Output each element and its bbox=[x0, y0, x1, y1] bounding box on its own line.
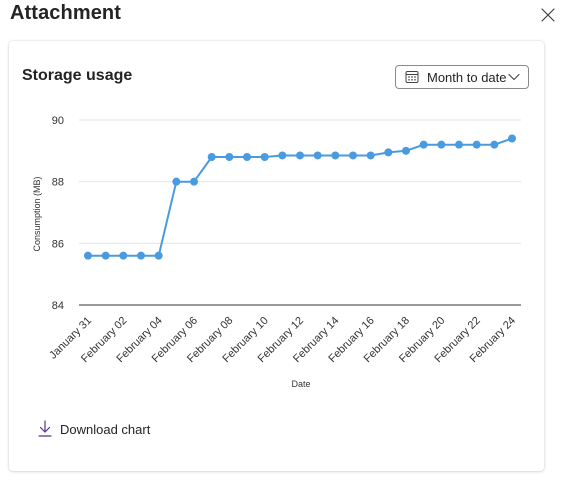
y-axis-ticks: 84 86 88 90 bbox=[52, 115, 64, 312]
y-tick-label: 84 bbox=[52, 300, 64, 312]
dialog-title: Attachment bbox=[10, 2, 122, 24]
data-point[interactable] bbox=[137, 251, 145, 260]
data-point[interactable] bbox=[349, 151, 357, 160]
x-axis-label: Date bbox=[291, 379, 310, 389]
calendar-icon bbox=[405, 70, 419, 84]
data-point[interactable] bbox=[207, 153, 216, 161]
y-tick-label: 86 bbox=[52, 238, 64, 250]
data-point[interactable] bbox=[366, 151, 375, 160]
data-point[interactable] bbox=[296, 151, 304, 160]
y-axis-label: Consumption (MB) bbox=[32, 176, 42, 251]
data-point[interactable] bbox=[472, 140, 481, 149]
data-point[interactable] bbox=[243, 153, 251, 161]
data-point[interactable] bbox=[225, 153, 234, 161]
close-icon bbox=[541, 8, 555, 22]
data-point[interactable] bbox=[172, 177, 181, 186]
data-point[interactable] bbox=[455, 140, 463, 149]
data-point[interactable] bbox=[437, 140, 446, 149]
data-point[interactable] bbox=[419, 140, 428, 149]
data-point[interactable] bbox=[384, 148, 393, 157]
data-point[interactable] bbox=[119, 251, 128, 260]
close-button[interactable] bbox=[538, 5, 558, 25]
y-tick-label: 90 bbox=[52, 115, 64, 127]
data-point[interactable] bbox=[508, 134, 516, 143]
data-point[interactable] bbox=[84, 251, 92, 260]
download-icon bbox=[37, 420, 53, 438]
card-title: Storage usage bbox=[22, 67, 133, 84]
y-tick-label: 88 bbox=[52, 177, 64, 189]
data-point[interactable] bbox=[331, 151, 340, 160]
data-point[interactable] bbox=[402, 146, 410, 155]
download-chart-label: Download chart bbox=[60, 421, 151, 437]
chevron-down-icon bbox=[508, 71, 520, 83]
data-point[interactable] bbox=[154, 251, 163, 260]
download-chart-button[interactable]: Download chart bbox=[37, 420, 150, 438]
date-range-dropdown[interactable]: Month to date bbox=[395, 65, 529, 89]
data-point[interactable] bbox=[490, 140, 499, 149]
data-point[interactable] bbox=[101, 251, 110, 260]
data-point[interactable] bbox=[190, 177, 198, 186]
gridlines bbox=[79, 119, 521, 306]
date-range-value: Month to date bbox=[427, 69, 507, 85]
series-points-layer bbox=[84, 134, 516, 260]
data-point[interactable] bbox=[313, 151, 322, 160]
data-point[interactable] bbox=[278, 151, 287, 160]
data-point[interactable] bbox=[260, 153, 269, 161]
storage-usage-card: Storage usage Month to date 84 86 88 90 Jan… bbox=[9, 41, 544, 471]
